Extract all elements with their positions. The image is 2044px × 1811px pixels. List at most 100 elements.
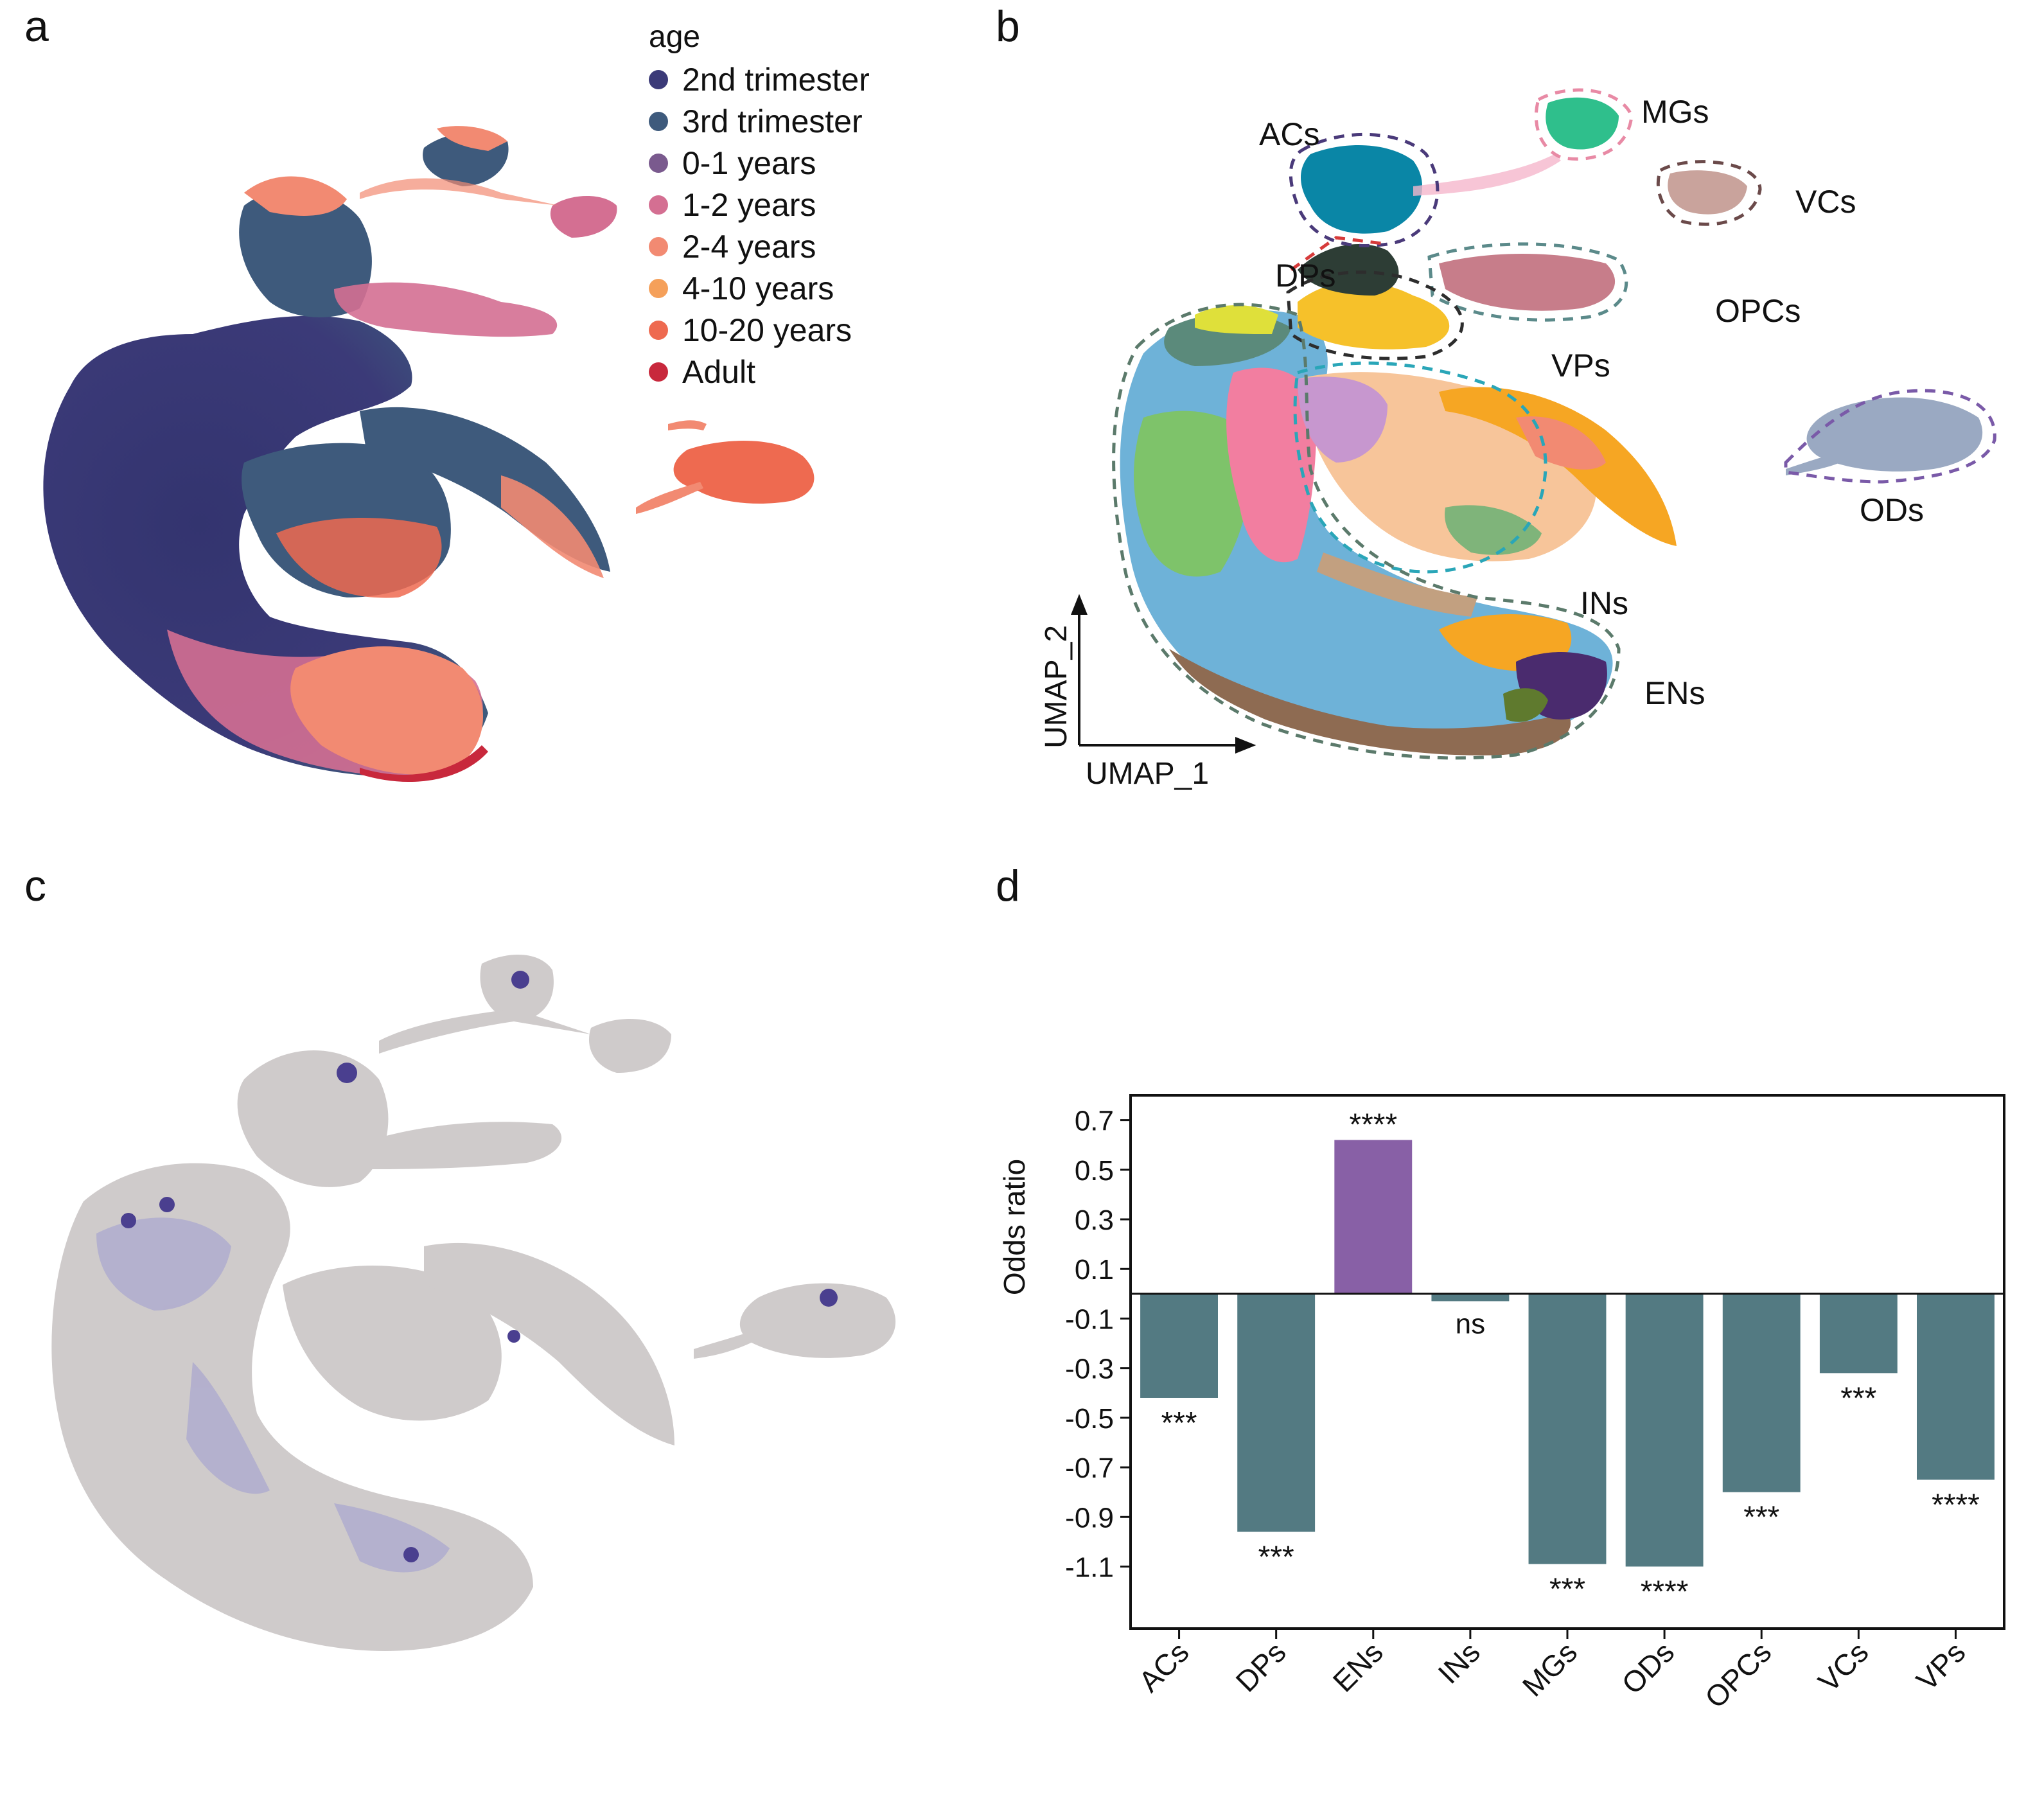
highlight-dot [507,1330,520,1343]
umap-b-vcs [1668,170,1747,215]
legend-label: 0-1 years [682,145,816,181]
y-tick-label: -1.1 [1065,1551,1114,1583]
label-acs: ACs [1259,116,1320,152]
bar-ins [1431,1293,1510,1302]
outline-dps [1290,236,1388,272]
label-ens: ENs [1644,675,1705,711]
y-tick-label: -0.5 [1065,1403,1114,1435]
x-axis-ticks: ACs DPs ENs INs MGs ODs OPCs VCs VPs [1132,1629,1972,1715]
y-tick-label: -0.3 [1065,1354,1114,1385]
umap-b-acs [1301,145,1423,234]
outline-opcs [1427,242,1628,322]
umap-y-arrow [1071,594,1088,615]
x-tick-label: OPCs [1698,1635,1778,1715]
legend-dot [649,362,668,382]
umap-a-top-right [550,196,617,238]
umap-b-connector [1413,154,1561,196]
legend-item-3rd-trimester: 3rd trimester [649,100,870,142]
significance-label: **** [1641,1575,1689,1609]
umap-highlight-plot [51,955,896,1651]
x-tick-label: ODs [1615,1635,1680,1701]
panel-letter-b: b [996,2,1020,51]
umap-a-upper-tip [244,176,347,216]
significance-label: *** [1161,1406,1197,1440]
label-ods: ODs [1860,492,1924,528]
legend-item-1-2-years: 1-2 years [649,184,870,225]
highlight-dot [403,1547,419,1562]
umap-a-isolated-horn [668,420,707,430]
label-mgs: MGs [1641,94,1709,130]
umap-x-arrow [1235,737,1256,754]
age-legend: age 2nd trimester 3rd trimester 0-1 year… [649,19,870,393]
umap-a-upper-right [334,282,558,337]
highlight-dot [820,1289,838,1307]
legend-label: 2-4 years [682,228,816,265]
umap-age-plot [43,126,815,782]
umap-b-outlines [1112,88,1996,760]
bar-ods [1625,1293,1704,1567]
umap-c-mid-arm [283,1266,502,1421]
umap-b-clusters [1120,97,1983,755]
legend-dot [649,69,668,89]
umap-x-label: UMAP_1 [1086,757,1209,791]
umap-a-upper-branch [239,190,372,317]
legend-item-2nd-trimester: 2nd trimester [649,58,870,100]
umap-c-top-cluster [480,955,554,1021]
legend-label: 10-20 years [682,312,852,348]
legend-label: 1-2 years [682,186,816,223]
umap-a-right-arm-tip [501,475,604,578]
umap-b-yellow-top [1195,305,1278,334]
significance-label: *** [1549,1573,1585,1607]
umap-b-ins-salmon [1516,416,1606,470]
highlight-dot [511,971,529,989]
y-tick-label: -0.1 [1065,1303,1114,1335]
umap-a-connector [360,178,559,206]
legend-dot [649,153,668,173]
outline-ins [1293,361,1547,574]
label-vps: VPs [1551,348,1610,384]
highlight-dot [337,1063,357,1083]
significance-label: ns [1456,1308,1485,1339]
label-dps: DPs [1275,258,1336,294]
umap-b-ins-right-arm [1439,387,1677,546]
legend-item-0-1-years: 0-1 years [649,142,870,184]
panel-letter-c: c [24,861,46,910]
x-tick-label: ACs [1132,1635,1195,1698]
outline-ens [1112,303,1621,760]
y-tick-label: 0.5 [1075,1155,1114,1187]
label-ins: INs [1580,585,1628,621]
panel-letter-d: d [996,861,1020,910]
umap-c-isolated [739,1283,896,1358]
umap-b-ods-tail [1786,453,1840,475]
umap-c-upper-branch [237,1050,389,1187]
x-tick-label: INs [1431,1635,1486,1690]
umap-c-highlight-arm [186,1362,270,1494]
label-vcs: VCs [1795,184,1856,220]
umap-a-top-cluster-tip [437,126,507,151]
umap-a-adult-rim [360,745,488,782]
y-axis-ticks: 0.7 0.5 0.3 0.1 -0.1 -0.3 -0.5 -0.7 -0.9 -1.1 [1065,1106,1131,1583]
umap-b-ins-green [1445,505,1542,555]
umap-a-mid-arm-orange [276,518,442,598]
legend-item-adult: Adult [649,351,870,393]
outline-mgs [1534,88,1634,161]
bar-mgs [1528,1293,1607,1564]
legend-label: 4-10 years [682,270,834,306]
legend-item-4-10-years: 4-10 years [649,267,870,309]
bar-vps [1917,1293,1995,1480]
legend-dot [649,236,668,256]
significance-labels: **********ns*** ************** [1161,1108,1980,1609]
bar-dps [1237,1293,1316,1532]
umap-b-ins-lilac [1298,376,1388,463]
bar-opcs [1722,1293,1801,1492]
umap-age-clusters [43,126,815,782]
umap-y-label: UMAP_2 [1039,625,1073,748]
odds-ratio-bar-chart: Odds ratio 0.7 0.5 0.3 0.1 -0.1 -0.3 -0.5 -0.7 -… [998,1094,2005,1715]
umap-a-isolated-tail [636,482,703,514]
age-legend-title: age [649,20,701,54]
umap-b-vps [1298,281,1450,349]
highlight-dot [159,1197,175,1212]
label-opcs: OPCs [1715,293,1801,329]
significance-label: **** [1349,1108,1397,1142]
bar-vcs [1819,1293,1898,1374]
